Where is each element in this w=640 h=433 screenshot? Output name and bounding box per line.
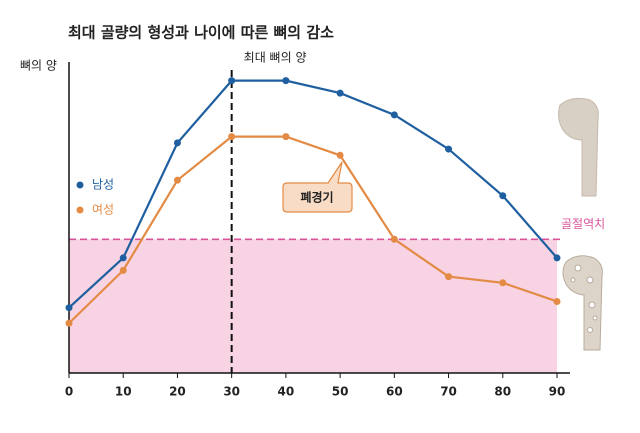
- peak-label: 최대 뼈의 양: [244, 51, 307, 65]
- data-point: [336, 89, 344, 97]
- menopause-callout: 폐경기: [282, 161, 353, 213]
- legend-marker: [76, 206, 84, 214]
- x-tick-label: 30: [223, 385, 240, 399]
- data-point: [119, 266, 127, 274]
- data-point: [390, 111, 398, 119]
- x-tick-label: 10: [115, 385, 132, 399]
- bone-healthy: [558, 97, 599, 197]
- data-point: [119, 254, 127, 262]
- chart-title: 최대 골량의 형성과 나이에 따른 뼈의 감소: [68, 24, 334, 42]
- menopause-label: 폐경기: [300, 190, 333, 205]
- zone-layer: [69, 238, 563, 373]
- data-point: [173, 139, 181, 147]
- data-point: [553, 254, 561, 262]
- y-axis-label: 뼈의 양: [20, 59, 57, 73]
- x-tick-label: 90: [549, 385, 566, 399]
- x-tick-label: 70: [440, 385, 457, 399]
- fracture-zone: [69, 239, 557, 373]
- data-point: [228, 133, 236, 141]
- data-point: [499, 279, 507, 287]
- data-point: [282, 133, 290, 141]
- bone-osteoporotic: [562, 255, 603, 351]
- series-line: [68, 79, 558, 309]
- data-point: [173, 176, 181, 184]
- x-tick-label: 80: [494, 385, 511, 399]
- data-point: [445, 273, 453, 281]
- data-point: [282, 77, 290, 85]
- data-point: [445, 145, 453, 153]
- legend-label: 남성: [92, 178, 114, 192]
- data-point: [553, 297, 561, 305]
- x-tick-label: 50: [332, 385, 349, 399]
- data-point: [228, 77, 236, 85]
- legend-label: 여성: [92, 203, 114, 217]
- data-point: [390, 235, 398, 243]
- data-point: [336, 151, 344, 159]
- x-tick-label: 0: [65, 385, 73, 399]
- legend-marker: [76, 181, 84, 189]
- x-tick-label: 60: [386, 385, 403, 399]
- x-tick-label: 20: [169, 385, 186, 399]
- data-point: [65, 319, 73, 327]
- data-point: [65, 304, 73, 312]
- series-line: [68, 135, 558, 325]
- data-point: [499, 192, 507, 200]
- x-tick-label: 40: [278, 385, 295, 399]
- threshold-label: 골절역치: [561, 217, 605, 231]
